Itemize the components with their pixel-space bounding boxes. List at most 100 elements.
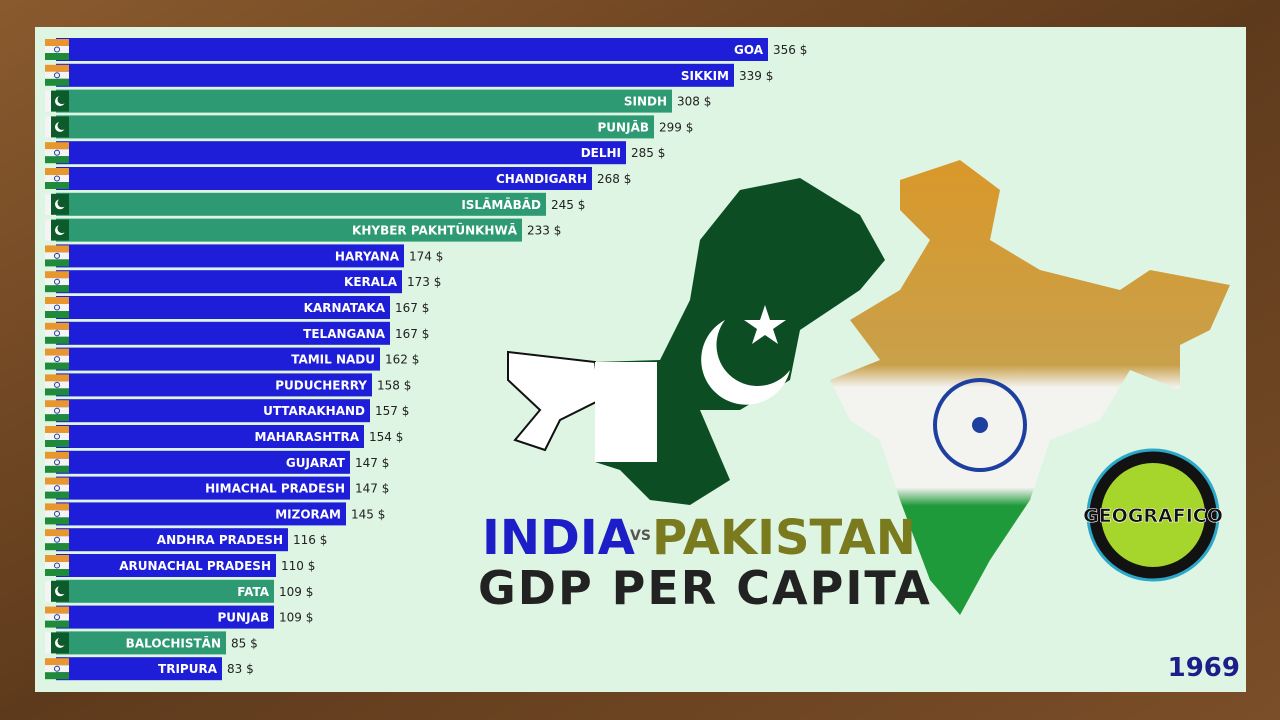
flag	[45, 477, 69, 499]
flag-band	[45, 433, 69, 440]
bar	[56, 244, 404, 268]
flag	[45, 39, 69, 60]
bar	[56, 425, 364, 448]
category-label: KHYBER PAKHTŪNKHWĀ	[352, 223, 518, 238]
category-label: FATA	[237, 585, 269, 599]
flag-wheel	[54, 665, 60, 672]
flag-band	[45, 116, 51, 138]
flag-band	[45, 271, 69, 279]
flag-band	[45, 665, 69, 673]
category-label: MIZORAM	[275, 507, 341, 521]
bar	[56, 579, 274, 603]
bar	[56, 192, 546, 216]
bar	[56, 141, 626, 165]
flag-wheel	[54, 510, 60, 517]
bar	[56, 347, 380, 371]
flag-band	[45, 562, 69, 569]
year: 1969	[1168, 653, 1240, 683]
flag-band	[45, 477, 69, 485]
flag-band	[45, 580, 51, 602]
value-label: 157 $	[375, 404, 409, 418]
category-label: PUNJĀB	[598, 120, 649, 134]
flag	[45, 580, 69, 602]
flag-band	[45, 362, 69, 370]
flag-band	[45, 620, 69, 628]
category-label: TRIPURA	[158, 662, 218, 676]
bar	[56, 502, 346, 526]
flag-band	[45, 510, 69, 518]
flag-band	[45, 348, 69, 356]
flag-band	[45, 304, 69, 311]
flag-band	[45, 336, 69, 344]
pakistan-map	[507, 178, 885, 505]
category-label: SIKKIM	[681, 69, 729, 83]
value-label: 147 $	[355, 456, 389, 470]
flag-wheel	[54, 356, 60, 363]
bar	[56, 296, 390, 319]
flag-wheel	[54, 46, 60, 53]
flag-crescent	[57, 120, 67, 130]
flag	[45, 64, 69, 86]
flag	[45, 168, 69, 189]
title-subtitle: GDP PER CAPITA	[478, 561, 932, 615]
title-vs: VS	[630, 528, 651, 544]
flag-wheel	[54, 536, 60, 543]
value-label: 245 $	[551, 198, 585, 212]
flag-wheel	[54, 485, 60, 492]
flag	[45, 555, 69, 576]
flag-wheel	[54, 149, 60, 156]
flag-band	[45, 529, 69, 537]
flag	[45, 193, 69, 215]
value-label: 147 $	[355, 482, 389, 496]
flag	[45, 142, 69, 164]
category-label: DELHI	[581, 146, 621, 160]
flag-crescent	[57, 224, 67, 234]
category-label: TAMIL NADU	[291, 353, 375, 367]
flag-band	[45, 672, 69, 680]
flag-wheel	[54, 459, 60, 466]
category-label: HARYANA	[335, 249, 400, 263]
flag-band	[45, 149, 69, 157]
flag-band	[45, 156, 69, 164]
flag-wheel	[54, 562, 60, 569]
value-label: 85 $	[231, 636, 258, 650]
flag	[45, 606, 69, 628]
category-label: KERALA	[344, 275, 398, 289]
flag-band	[45, 175, 69, 182]
flag-band	[45, 388, 69, 396]
bar	[56, 321, 390, 345]
flag-band	[45, 90, 51, 112]
value-label: 167 $	[395, 327, 429, 341]
category-label: GUJARAT	[286, 456, 346, 470]
flag-band	[45, 503, 69, 511]
bar	[56, 528, 288, 552]
flag-band	[45, 252, 69, 260]
flag-band	[45, 458, 69, 466]
flag-band	[45, 278, 69, 286]
title-right: PAKISTAN	[652, 510, 916, 566]
flag	[45, 90, 69, 112]
flag-band	[45, 245, 69, 253]
flag-band	[45, 53, 69, 60]
flag	[45, 245, 69, 267]
flag-band	[45, 297, 69, 304]
bar	[56, 63, 734, 87]
flag-band	[45, 465, 69, 473]
flag-band	[45, 374, 69, 382]
value-label: 162 $	[385, 353, 419, 367]
bar	[56, 373, 372, 397]
flag-band	[45, 193, 51, 215]
flag-crescent	[57, 95, 67, 105]
flag-band	[45, 407, 69, 415]
flag-band	[45, 322, 69, 330]
bar	[56, 657, 222, 681]
value-label: 83 $	[227, 662, 254, 676]
flag	[45, 658, 69, 680]
value-label: 299 $	[659, 120, 693, 134]
category-label: UTTARAKHAND	[263, 404, 365, 418]
value-label: 167 $	[395, 301, 429, 315]
category-label: CHANDIGARH	[496, 172, 587, 186]
bar	[56, 554, 276, 577]
flag	[45, 632, 69, 654]
